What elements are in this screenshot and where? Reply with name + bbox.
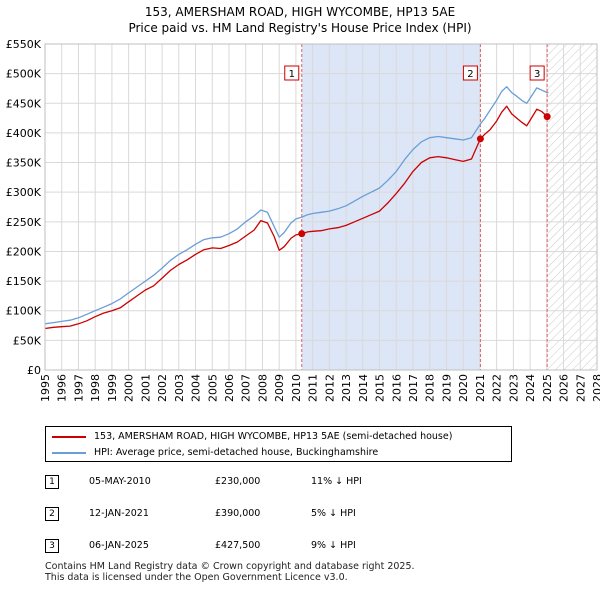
transaction-row: 1 05-MAY-2010 £230,000 11% ↓ HPI xyxy=(45,474,565,506)
legend-label-hpi: HPI: Average price, semi-detached house,… xyxy=(94,447,379,458)
transaction-price: £230,000 xyxy=(215,476,261,487)
transaction-hpi-diff: 5% ↓ HPI xyxy=(311,508,356,519)
x-tick-label: 2014 xyxy=(357,374,370,402)
y-tick-label: £300K xyxy=(6,186,42,199)
sale-label-box xyxy=(462,65,478,81)
sale-point xyxy=(476,135,484,143)
plot-frame xyxy=(44,43,598,371)
y-tick-label: £500K xyxy=(6,68,42,81)
x-tick-label: 2027 xyxy=(574,374,587,402)
sale-label-box xyxy=(284,65,300,81)
sale-point xyxy=(298,230,306,238)
y-tick-label: £350K xyxy=(6,157,42,170)
chart-title: 153, AMERSHAM ROAD, HIGH WYCOMBE, HP13 5… xyxy=(144,5,456,19)
transaction-marker: 1 xyxy=(45,475,59,489)
x-tick-label: 2022 xyxy=(491,374,504,402)
sale-label-number: 3 xyxy=(534,69,540,80)
x-tick-label: 2013 xyxy=(340,374,353,402)
y-tick-label: £200K xyxy=(6,245,42,258)
x-tick-label: 2018 xyxy=(424,374,437,402)
transaction-price: £427,500 xyxy=(215,540,261,551)
y-tick-label: £100K xyxy=(6,305,42,318)
x-tick-label: 2001 xyxy=(139,374,152,402)
x-tick-label: 1997 xyxy=(72,374,85,402)
x-tick-label: 1999 xyxy=(106,374,119,402)
footer-licence: This data is licensed under the Open Gov… xyxy=(45,572,348,583)
y-tick-label: £450K xyxy=(6,97,42,110)
transaction-marker: 2 xyxy=(45,507,59,521)
x-tick-label: 1995 xyxy=(39,374,52,402)
price-chart: £0 £50K £100K £150K £200K £250K £300K £350K £400… xyxy=(6,38,600,402)
x-tick-label: 2025 xyxy=(541,374,554,402)
transaction-date: 06-JAN-2025 xyxy=(89,540,149,551)
x-tick-label: 2010 xyxy=(290,374,303,402)
transaction-row: 2 12-JAN-2021 £390,000 5% ↓ HPI xyxy=(45,506,565,538)
footer-copyright: Contains HM Land Registry data © Crown c… xyxy=(45,561,415,572)
x-tick-label: 2007 xyxy=(240,374,253,402)
transaction-date: 05-MAY-2010 xyxy=(89,476,151,487)
x-tick-label: 2004 xyxy=(190,374,203,402)
series-line-property xyxy=(44,105,550,330)
x-tick-label: 2006 xyxy=(223,374,236,402)
forecast-hatched-region xyxy=(547,44,597,370)
x-tick-label: 2000 xyxy=(123,374,136,402)
footer: Contains HM Land Registry data © Crown c… xyxy=(45,561,415,583)
transaction-price: £390,000 xyxy=(215,508,261,519)
sale-label-number: 1 xyxy=(289,69,295,80)
x-tick-label: 2026 xyxy=(558,374,571,402)
y-tick-label: £150K xyxy=(6,275,42,288)
x-tick-label: 2003 xyxy=(173,374,186,402)
x-tick-label: 2021 xyxy=(474,374,487,402)
y-tick-label: £400K xyxy=(6,127,42,140)
legend-swatch-property xyxy=(52,436,86,438)
x-tick-label: 2008 xyxy=(256,374,269,402)
chart-subtitle: Price paid vs. HM Land Registry's House … xyxy=(128,21,472,35)
y-tick-label: £550K xyxy=(6,38,42,51)
x-tick-label: 2028 xyxy=(591,374,600,402)
x-tick-label: 2005 xyxy=(206,374,219,402)
x-tick-label: 2015 xyxy=(374,374,387,402)
x-tick-label: 2002 xyxy=(156,374,169,402)
sale-label-number: 2 xyxy=(467,69,473,80)
transaction-date: 12-JAN-2021 xyxy=(89,508,149,519)
y-tick-label: £50K xyxy=(13,334,42,347)
x-tick-label: 2023 xyxy=(507,374,520,402)
legend-label-property: 153, AMERSHAM ROAD, HIGH WYCOMBE, HP13 5… xyxy=(94,431,453,442)
x-tick-label: 2011 xyxy=(307,374,320,402)
ownership-shaded-region xyxy=(301,44,481,370)
x-tick-label: 2009 xyxy=(273,374,286,402)
chart-legend: 153, AMERSHAM ROAD, HIGH WYCOMBE, HP13 5… xyxy=(45,426,512,462)
transaction-hpi-diff: 9% ↓ HPI xyxy=(311,540,356,551)
transaction-row: 3 06-JAN-2025 £427,500 9% ↓ HPI xyxy=(45,538,565,570)
x-tick-label: 2019 xyxy=(440,374,453,402)
x-tick-label: 2017 xyxy=(407,374,420,402)
x-tick-label: 2016 xyxy=(390,374,403,402)
sale-label-box xyxy=(529,65,545,81)
sale-point xyxy=(543,113,551,121)
y-tick-label: £250K xyxy=(6,216,42,229)
legend-swatch-hpi xyxy=(52,452,86,454)
x-tick-label: 2012 xyxy=(323,374,336,402)
y-tick-label: £0 xyxy=(27,364,41,377)
transactions-table: 1 05-MAY-2010 £230,000 11% ↓ HPI 2 12-JA… xyxy=(45,474,565,570)
x-tick-label: 2020 xyxy=(457,374,470,402)
transaction-marker: 3 xyxy=(45,539,59,553)
transaction-hpi-diff: 11% ↓ HPI xyxy=(311,476,362,487)
x-tick-label: 1996 xyxy=(56,374,69,402)
x-tick-label: 1998 xyxy=(89,374,102,402)
x-tick-label: 2024 xyxy=(524,374,537,402)
series-line-hpi xyxy=(44,86,549,325)
